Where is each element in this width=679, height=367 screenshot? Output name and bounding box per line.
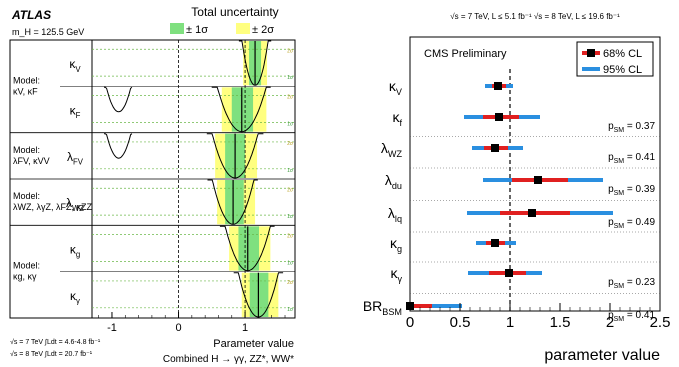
param-label-f: κf	[392, 109, 402, 128]
atlas-2sigma-tag: 2σ	[287, 187, 294, 193]
cms-best-fit-marker-	[505, 269, 513, 277]
atlas-plot-area: 2σ 1σ 2σ 1σ 2σ 1σ 2σ 1σ 2σ 1σ 2σ 1σ	[92, 40, 295, 318]
cms-legend-95-label: 95% CL	[603, 64, 642, 76]
atlas-xlabel: Parameter value	[213, 338, 294, 350]
cms-best-fit-marker-du	[534, 176, 542, 184]
cms-plot-area: κV κf pSM = 0.37 λWZ pSM = 0.41 λdu pSM = 0.39…	[363, 69, 660, 323]
atlas-experiment-label: ATLAS	[11, 8, 51, 22]
cms-legend-68-marker	[587, 49, 595, 57]
atlas-2sigma-tag: 2σ	[287, 95, 294, 101]
cms-xtick-label-4: 2	[606, 314, 614, 331]
cms-psm-label-: pSM = 0.23	[608, 277, 655, 290]
param-label-g: κg	[390, 235, 402, 254]
cms-header: √s = 7 TeV, L ≤ 5.1 fb⁻¹ √s = 8 TeV, L ≤…	[450, 12, 620, 21]
cms-xtick-label-2: 1	[506, 314, 514, 331]
atlas-panel: ATLAS m_H = 125.5 GeV Total uncertainty …	[9, 5, 296, 365]
atlas-lumi-line-2: √s = 8 TeV ∫Ldt = 20.7 fb⁻¹	[10, 350, 93, 358]
atlas-mass-label: m_H = 125.5 GeV	[12, 27, 84, 37]
cms-psm-label-br-bsm: pSM = 0.41	[608, 310, 655, 323]
atlas-2sigma-tag: 2σ	[287, 48, 294, 54]
atlas-1sigma-band-f	[231, 87, 254, 132]
cms-inner-label: CMS Preliminary	[424, 48, 507, 60]
param-label-wz: λWZ	[381, 140, 403, 159]
cms-frame	[409, 36, 661, 312]
atlas-title: Total uncertainty	[191, 5, 278, 19]
cms-psm-label-f: pSM = 0.37	[608, 121, 655, 134]
atlas-1sigma-band-g	[238, 226, 260, 271]
param-label-lq: λlq	[388, 205, 402, 224]
atlas-1sigma-tag: 1σ	[287, 260, 294, 266]
atlas-2sigma-tag: 2σ	[287, 234, 294, 240]
cms-panel: √s = 7 TeV, L ≤ 5.1 fb⁻¹ √s = 8 TeV, L ≤…	[363, 12, 671, 364]
param-label-fv: λFV	[67, 150, 84, 167]
param-label-v: κV	[69, 57, 81, 74]
atlas-lumi-line-1: √s = 7 TeV ∫Ldt = 4.6-4.8 fb⁻¹	[10, 338, 101, 346]
atlas-legend-2sigma-label: ± 2σ	[252, 24, 274, 36]
atlas-1sigma-tag: 1σ	[287, 121, 294, 127]
atlas-model-label-1: Model: λFV, κVV	[13, 145, 50, 166]
cms-legend-68-label: 68% CL	[603, 48, 642, 60]
atlas-1sigma-tag: 1σ	[287, 168, 294, 174]
atlas-xtick-label-0: 0	[175, 322, 181, 334]
param-label-wz: λWZ	[66, 196, 84, 213]
param-label-: κγ	[390, 265, 402, 284]
cms-best-fit-marker-g	[491, 239, 499, 247]
cms-best-fit-marker-lq	[528, 209, 536, 217]
param-label-du: λdu	[385, 172, 402, 191]
atlas-rows: Model: κV, κF κV κF Model: λFV, κVV λFV Model: λ…	[10, 57, 295, 305]
param-label-v: κV	[389, 78, 403, 97]
atlas-xtick-label--1: -1	[107, 322, 117, 334]
atlas-model-label-3: Model: κg, κγ	[13, 261, 40, 282]
cms-xtick-label-0: 0	[406, 314, 414, 331]
atlas-model-label-0: Model: κV, κF	[13, 75, 40, 96]
atlas-1sigma-band-wz	[225, 180, 244, 225]
atlas-combined-label: Combined H → γγ, ZZ*, WW*	[163, 354, 294, 365]
atlas-2sigma-tag: 2σ	[287, 280, 294, 286]
atlas-x-axis: -1 0 1	[98, 312, 286, 334]
atlas-xtick-label-1: 1	[242, 322, 248, 334]
param-label-f: κF	[70, 104, 81, 121]
atlas-1sigma-tag: 1σ	[287, 307, 294, 313]
atlas-legend-2sigma-swatch	[236, 23, 250, 34]
atlas-legend-1sigma-swatch	[170, 23, 184, 34]
cms-xlabel: parameter value	[544, 347, 660, 364]
atlas-secondary-minimum-fv	[104, 133, 133, 159]
cms-xtick-label-1: 0.5	[450, 314, 471, 331]
atlas-2sigma-tag: 2σ	[287, 141, 294, 147]
cms-best-fit-marker-wz	[491, 144, 499, 152]
atlas-secondary-minimum-f	[104, 86, 133, 113]
param-label-g: κg	[70, 243, 80, 260]
cms-best-fit-marker-v	[494, 82, 502, 90]
cms-psm-label-du: pSM = 0.39	[608, 184, 655, 197]
atlas-legend-1sigma-label: ± 1σ	[186, 24, 208, 36]
atlas-model-label-2: Model: λWZ, λγZ, λFZ, κZZ	[13, 191, 92, 212]
cms-x-axis: 0 0.5 1 1.5 2 2.5	[406, 303, 671, 331]
param-label-: κγ	[70, 289, 80, 306]
atlas-1sigma-band-	[249, 272, 269, 317]
atlas-1sigma-tag: 1σ	[287, 75, 294, 81]
cms-psm-label-lq: pSM = 0.49	[608, 217, 655, 230]
cms-psm-label-wz: pSM = 0.41	[608, 152, 655, 165]
cms-xtick-label-5: 2.5	[650, 314, 671, 331]
cms-xtick-label-3: 1.5	[550, 314, 571, 331]
atlas-1sigma-tag: 1σ	[287, 214, 294, 220]
param-label-br-bsm: BRBSM	[363, 298, 402, 317]
cms-best-fit-marker-f	[495, 113, 503, 121]
